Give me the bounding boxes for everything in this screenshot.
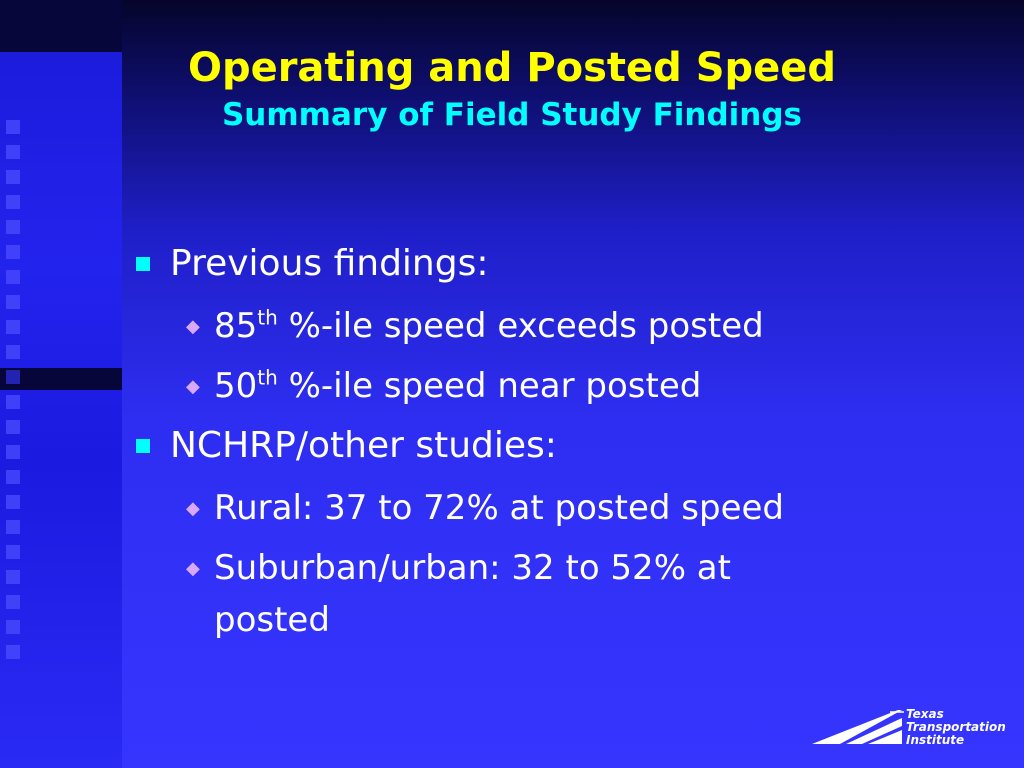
road-logo-icon xyxy=(812,710,904,744)
logo-line: Texas xyxy=(906,707,944,721)
sub-bullet-text: %-ile speed near posted xyxy=(277,366,702,406)
left-decorative-strip xyxy=(0,0,122,768)
square-bullet-icon xyxy=(136,257,150,271)
logo-line: Transportation xyxy=(906,720,1006,734)
sub-bullet-item: ◆ Rural: 37 to 72% at posted speed xyxy=(130,482,854,534)
bullet-item: NCHRP/other studies: xyxy=(130,420,950,472)
bullet-text: Previous findings: xyxy=(170,243,489,284)
decorative-band-middle xyxy=(0,368,122,390)
sub-bullet-number: 85 xyxy=(214,306,258,346)
sub-bullet-number: 50 xyxy=(214,366,258,406)
bullet-text: NCHRP/other studies: xyxy=(170,425,557,466)
bullet-list: Previous findings: ◆ 85th %-ile speed ex… xyxy=(130,238,950,654)
decorative-band-top xyxy=(0,0,122,52)
sub-bullet-item: ◆ 50th %-ile speed near posted xyxy=(130,360,854,412)
ordinal-suffix: th xyxy=(257,365,278,390)
square-bullet-icon xyxy=(136,439,150,453)
ordinal-suffix: th xyxy=(257,305,278,330)
sub-bullet-item: ◆ Suburban/urban: 32 to 52% at posted xyxy=(130,542,854,646)
diamond-bullet-icon: ◆ xyxy=(186,558,200,579)
sub-bullet-text: %-ile speed exceeds posted xyxy=(277,306,764,346)
sub-bullet-item: ◆ 85th %-ile speed exceeds posted xyxy=(130,300,854,352)
sub-bullet-text: Suburban/urban: 32 to 52% at posted xyxy=(214,548,731,640)
title-block: Operating and Posted Speed Summary of Fi… xyxy=(122,42,902,136)
diamond-bullet-icon: ◆ xyxy=(186,498,200,519)
logo-line: Institute xyxy=(906,733,965,747)
slide-subtitle: Summary of Field Study Findings xyxy=(221,97,803,133)
logo-text: Texas Transportation Institute xyxy=(906,708,1006,747)
bullet-item: Previous findings: xyxy=(130,238,950,290)
diamond-bullet-icon: ◆ xyxy=(186,376,200,397)
decorative-squares xyxy=(6,120,26,670)
slide-title: Operating and Posted Speed xyxy=(187,45,837,91)
diamond-bullet-icon: ◆ xyxy=(186,316,200,337)
tti-logo: Texas Transportation Institute xyxy=(810,706,1020,750)
sub-bullet-text: Rural: 37 to 72% at posted speed xyxy=(214,488,784,528)
